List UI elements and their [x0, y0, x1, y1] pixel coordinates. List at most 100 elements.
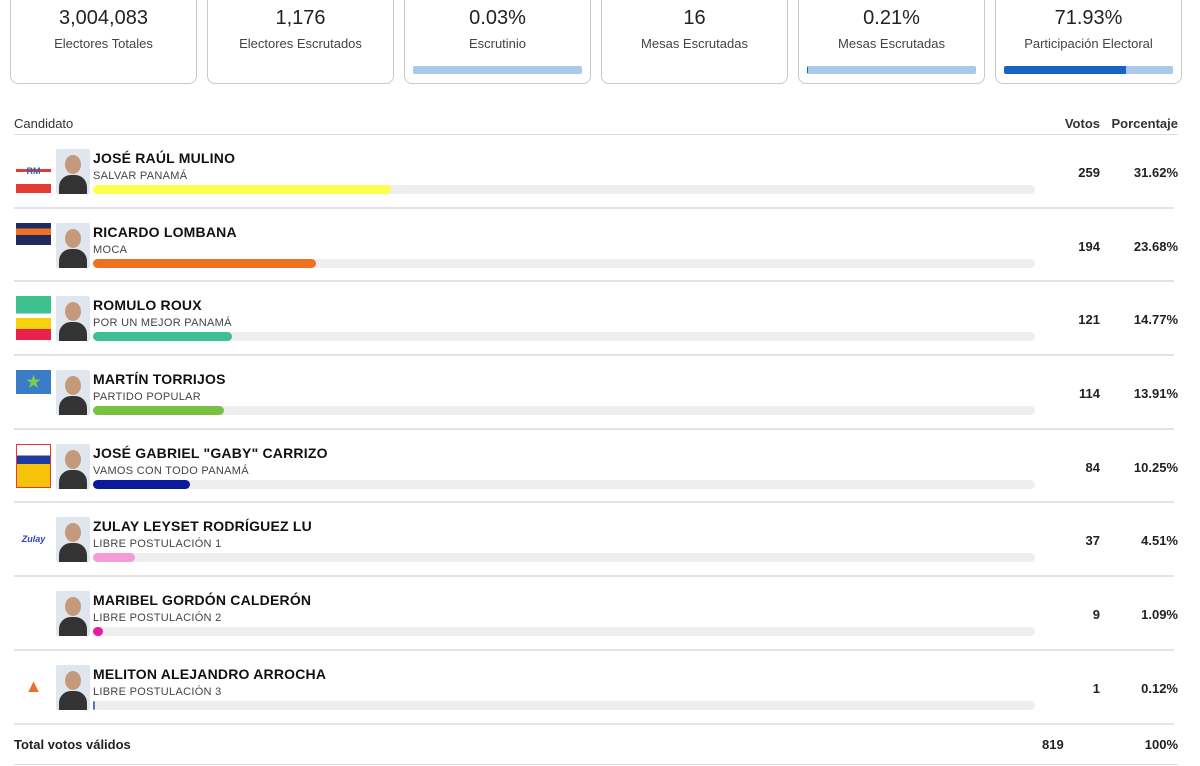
candidate-percent: 14.77%	[1133, 312, 1178, 328]
stat-value: 71.93%	[1054, 7, 1123, 29]
candidate-row: ▲ MELITON ALEJANDRO ARROCHA LIBRE POSTUL…	[14, 651, 1178, 725]
vote-share-fill	[93, 479, 190, 489]
party-name: PARTIDO POPULAR	[93, 391, 202, 404]
stat-label: Mesas Escrutadas	[641, 36, 748, 51]
candidate-name: JOSÉ RAÚL MULINO	[93, 150, 236, 166]
candidate-row: ★ MARTÍN TORRIJOS PARTIDO POPULAR 114 13…	[14, 356, 1178, 430]
column-candidate: Candidato	[14, 116, 74, 131]
party-name: LIBRE POSTULACIÓN 2	[93, 612, 222, 625]
stat-value: 0.03%	[469, 7, 526, 29]
candidate-name: MARTÍN TORRIJOS	[93, 371, 226, 388]
candidate-photo	[56, 296, 90, 342]
vote-share-bar	[93, 185, 1035, 194]
candidate-row: ROMULO ROUX POR UN MEJOR PANAMÁ 121 14.7…	[14, 282, 1178, 357]
vote-share-fill	[93, 553, 136, 563]
vote-share-bar	[93, 553, 1035, 563]
candidate-row: MARIBEL GORDÓN CALDERÓN LIBRE POSTULACIÓ…	[14, 577, 1178, 651]
total-label: Total votos válidos	[14, 737, 131, 752]
candidate-percent: 10.25%	[1133, 459, 1178, 475]
candidate-votes: 37	[1085, 533, 1100, 549]
candidate-votes: 194	[1078, 238, 1100, 254]
candidate-percent: 4.51%	[1141, 533, 1178, 549]
candidate-percent: 31.62%	[1133, 165, 1178, 180]
stat-label: Electores Escrutados	[239, 36, 362, 51]
candidate-row: Zulay ZULAY LEYSET RODRÍGUEZ LU LIBRE PO…	[14, 503, 1178, 578]
stat-card-tables-percent: 0.21% Mesas Escrutadas	[798, 0, 985, 84]
vote-share-bar	[93, 258, 1035, 268]
vote-share-bar	[93, 479, 1035, 489]
party-name: MOCA	[93, 243, 128, 256]
party-name: VAMOS CON TODO PANAMÁ	[93, 464, 249, 477]
stat-value: 1,176	[275, 7, 326, 29]
stat-value: 0.21%	[863, 7, 920, 29]
vote-share-fill	[93, 258, 317, 268]
candidate-row: RICARDO LOMBANA MOCA 194 23.68%	[14, 209, 1178, 283]
vote-share-bar	[93, 627, 1035, 637]
vote-share-fill	[93, 406, 225, 416]
candidate-votes: 84	[1085, 459, 1100, 475]
candidate-percent: 13.91%	[1133, 386, 1178, 402]
candidate-photo	[56, 443, 90, 489]
candidate-name: ZULAY LEYSET RODRÍGUEZ LU	[93, 518, 312, 535]
stat-card-tables-counted: 16 Mesas Escrutadas	[601, 0, 788, 84]
party-name: SALVAR PANAMÁ	[93, 170, 188, 182]
candidate-photo	[56, 591, 90, 637]
candidate-photo	[56, 222, 90, 268]
column-votes: Votos	[1064, 116, 1100, 131]
vote-share-fill	[93, 700, 95, 710]
vote-share-fill	[93, 185, 391, 194]
vote-share-bar	[93, 332, 1035, 342]
party-name: POR UN MEJOR PANAMÁ	[93, 317, 232, 330]
candidate-name: JOSÉ GABRIEL "GABY" CARRIZO	[93, 444, 328, 461]
party-logo-icon	[16, 443, 51, 488]
candidate-name: RICARDO LOMBANA	[93, 223, 237, 240]
candidate-name: MARIBEL GORDÓN CALDERÓN	[93, 592, 312, 609]
party-logo-icon	[16, 222, 51, 245]
stat-card-scrutiny: 0.03% Escrutinio	[404, 0, 591, 84]
candidate-votes: 9	[1092, 607, 1100, 623]
party-name: LIBRE POSTULACIÓN 3	[93, 685, 222, 698]
party-logo-icon	[16, 296, 51, 341]
candidate-row: JOSÉ GABRIEL "GABY" CARRIZO VAMOS CON TO…	[14, 430, 1178, 504]
progress-bar	[413, 66, 582, 74]
candidate-photo	[56, 664, 90, 710]
stat-card-participation: 71.93% Participación Electoral	[995, 0, 1182, 84]
stat-card-total-voters: 3,004,083 Electores Totales	[10, 0, 197, 84]
candidate-list: RM JOSÉ RAÚL MULINO SALVAR PANAMÁ 259 31…	[14, 135, 1178, 725]
candidate-percent: 0.12%	[1141, 680, 1178, 696]
party-logo-icon: ▲	[24, 676, 43, 697]
candidate-photo	[56, 370, 90, 416]
stat-label: Electores Totales	[54, 36, 153, 51]
stat-label: Mesas Escrutadas	[838, 36, 945, 51]
vote-share-fill	[93, 332, 233, 342]
candidate-percent: 23.68%	[1133, 238, 1178, 254]
candidate-photo	[56, 517, 90, 563]
progress-fill	[1004, 66, 1126, 74]
party-name: LIBRE POSTULACIÓN 1	[93, 538, 222, 551]
party-logo-icon: RM	[16, 149, 51, 193]
candidate-photo	[56, 149, 90, 194]
party-logo-icon: Zulay	[21, 534, 46, 545]
stat-value: 3,004,083	[59, 7, 148, 29]
candidate-votes: 259	[1078, 165, 1100, 180]
total-votes: 819	[1042, 737, 1064, 752]
total-percent: 100%	[1144, 737, 1178, 752]
candidate-votes: 114	[1079, 386, 1100, 402]
candidate-name: MELITON ALEJANDRO ARROCHA	[93, 665, 327, 682]
stat-card-voters-counted: 1,176 Electores Escrutados	[207, 0, 394, 84]
candidate-row: RM JOSÉ RAÚL MULINO SALVAR PANAMÁ 259 31…	[14, 135, 1178, 209]
stat-label: Escrutinio	[468, 36, 527, 51]
candidate-votes: 121	[1078, 312, 1100, 328]
stats-cards: 3,004,083 Electores Totales 1,176 Electore…	[10, 0, 1182, 84]
party-logo-icon	[16, 591, 51, 635]
vote-share-bar	[93, 406, 1035, 416]
candidate-votes: 1	[1092, 680, 1100, 696]
table-header: Candidato Votos Porcentaje	[14, 116, 1178, 135]
vote-share-bar	[93, 700, 1035, 710]
stat-value: 16	[683, 7, 706, 29]
total-row: Total votos válidos 819 100%	[14, 725, 1178, 765]
vote-share-fill	[93, 627, 104, 637]
progress-bar	[1004, 66, 1173, 74]
stat-label: Participación Electoral	[1024, 36, 1153, 51]
candidate-percent: 1.09%	[1141, 607, 1178, 623]
